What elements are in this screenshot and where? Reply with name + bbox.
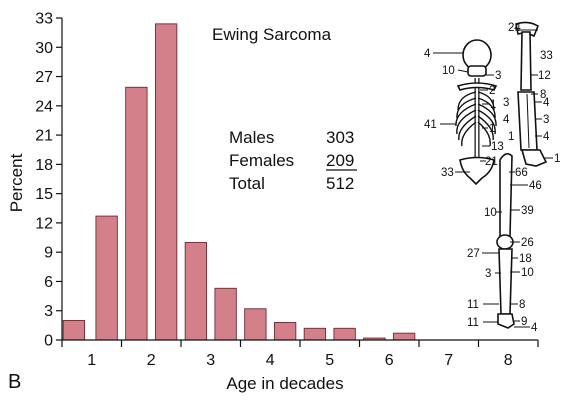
pelvis-shape <box>459 156 495 186</box>
x-tick-label: 7 <box>444 352 453 369</box>
svg-text:4: 4 <box>503 114 510 126</box>
panel-letter: B <box>8 371 21 393</box>
jaw-shape <box>467 65 487 77</box>
count-value: 303 <box>326 128 354 147</box>
count-value: 209 <box>326 151 354 170</box>
svg-text:1: 1 <box>489 123 495 135</box>
count-label: Females <box>229 151 294 170</box>
svg-text:66: 66 <box>515 167 528 179</box>
skeleton-lesion-counts: 24 4 33 10 3 12 2 8 1 3 4 4 3 41 1 1 4 1… <box>424 22 560 334</box>
y-tick-label: 18 <box>35 157 53 174</box>
svg-text:4: 4 <box>543 97 550 109</box>
y-tick-label: 3 <box>44 303 53 320</box>
bar <box>333 327 356 341</box>
x-axis-title: Age in decades <box>226 374 343 393</box>
femur-shape <box>499 152 513 237</box>
svg-text:3: 3 <box>485 268 491 280</box>
y-tick-label: 0 <box>44 333 53 350</box>
shoulder-girdle-shape <box>456 82 498 91</box>
svg-text:18: 18 <box>519 253 532 265</box>
svg-text:13: 13 <box>491 141 504 153</box>
bar-group <box>62 23 416 341</box>
hand-shape <box>520 149 548 167</box>
svg-text:4: 4 <box>531 322 538 334</box>
svg-text:3: 3 <box>503 97 509 109</box>
svg-text:4: 4 <box>543 131 550 143</box>
svg-text:11: 11 <box>467 317 479 329</box>
y-tick-label: 27 <box>35 69 53 86</box>
bar <box>303 327 327 341</box>
svg-text:2: 2 <box>489 85 495 97</box>
x-tick-label: 6 <box>385 352 394 369</box>
svg-text:33: 33 <box>540 50 553 62</box>
bar <box>273 321 297 341</box>
svg-text:21: 21 <box>485 156 498 168</box>
foot-shape <box>497 313 515 329</box>
x-tick-label: 1 <box>87 352 96 369</box>
y-tick-label: 12 <box>35 215 53 232</box>
humerus-shape <box>520 31 532 91</box>
svg-text:4: 4 <box>424 48 431 60</box>
bar <box>95 215 118 341</box>
y-tick-label: 21 <box>35 128 53 145</box>
bar <box>154 23 178 341</box>
svg-text:41: 41 <box>424 119 437 131</box>
skeleton-diagram: 24 4 33 10 3 12 2 8 1 3 4 4 3 41 1 1 4 1… <box>424 21 560 334</box>
bar <box>392 332 416 341</box>
x-tick-label: 4 <box>266 352 275 369</box>
bar <box>62 320 86 341</box>
svg-text:9: 9 <box>521 316 527 328</box>
bar <box>244 308 267 341</box>
count-label: Total <box>229 174 265 193</box>
ribcage-shape <box>455 91 497 147</box>
svg-text:8: 8 <box>540 89 546 101</box>
svg-text:1: 1 <box>554 153 560 165</box>
svg-text:10: 10 <box>521 267 534 279</box>
svg-text:26: 26 <box>521 237 534 249</box>
case-count-table: Males 303 Females 209 Total 512 <box>229 128 357 193</box>
x-tick-label: 3 <box>206 352 215 369</box>
y-axis-title: Percent <box>7 153 26 212</box>
svg-text:39: 39 <box>521 205 534 217</box>
y-tick-label: 24 <box>35 98 53 115</box>
x-tick-label: 8 <box>504 352 513 369</box>
svg-text:8: 8 <box>519 299 525 311</box>
y-tick-label: 33 <box>35 11 53 28</box>
svg-text:24: 24 <box>508 22 521 34</box>
y-tick-label: 15 <box>35 186 53 203</box>
chart-title: Ewing Sarcoma <box>212 25 332 44</box>
svg-text:12: 12 <box>538 70 551 82</box>
svg-text:11: 11 <box>467 299 479 311</box>
svg-text:10: 10 <box>484 207 497 219</box>
y-tick-label: 6 <box>44 274 53 291</box>
svg-text:3: 3 <box>543 114 549 126</box>
bar <box>184 241 208 341</box>
x-tick-label: 5 <box>325 352 334 369</box>
y-tick-label: 30 <box>35 40 53 57</box>
svg-text:46: 46 <box>529 180 542 192</box>
bar <box>125 86 148 341</box>
count-value: 512 <box>326 174 354 193</box>
bar <box>214 287 237 341</box>
svg-text:27: 27 <box>467 248 480 260</box>
leader-lines <box>433 29 553 328</box>
svg-text:1: 1 <box>490 99 496 111</box>
y-tick-label: 9 <box>44 245 53 262</box>
svg-text:1: 1 <box>508 131 514 143</box>
svg-text:3: 3 <box>495 70 501 82</box>
x-tick-label: 2 <box>147 352 156 369</box>
count-label: Males <box>229 128 274 147</box>
svg-text:33: 33 <box>441 167 454 179</box>
svg-text:10: 10 <box>442 65 455 77</box>
